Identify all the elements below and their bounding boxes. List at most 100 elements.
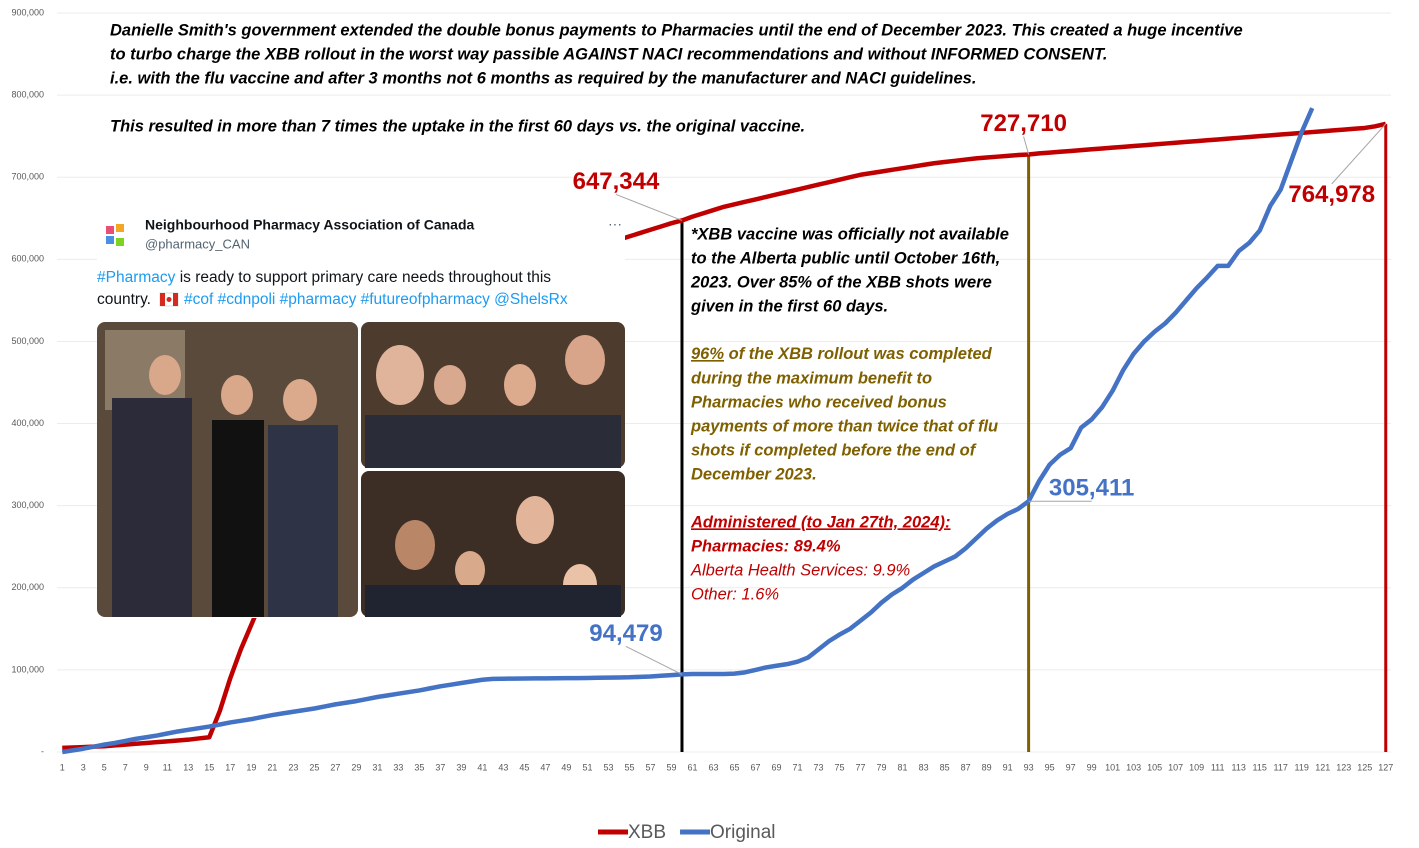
flag xyxy=(160,293,178,306)
callout-line: during the maximum benefit to xyxy=(691,369,932,387)
logo-part xyxy=(106,236,114,244)
x-tick-label: 95 xyxy=(1045,762,1055,772)
photo-detail xyxy=(283,379,317,421)
x-tick-label: 73 xyxy=(814,762,824,772)
x-tick-label: 67 xyxy=(751,762,761,772)
note-line: Danielle Smith's government extended the… xyxy=(110,21,1243,39)
note-line: i.e. with the flu vaccine and after 3 mo… xyxy=(110,69,976,87)
callout-line: 96% of the XBB rollout was completed xyxy=(691,345,993,363)
flag-band xyxy=(173,293,178,306)
x-tick-label: 51 xyxy=(582,762,592,772)
y-tick-label: 700,000 xyxy=(11,172,44,182)
y-tick-label: 400,000 xyxy=(11,418,44,428)
logo-part xyxy=(116,224,124,232)
callout-line: 2023. Over 85% of the XBB shots were xyxy=(690,273,992,291)
callout-line: Pharmacies who received bonus xyxy=(691,393,947,411)
x-tick-label: 61 xyxy=(687,762,697,772)
x-tick-label: 15 xyxy=(204,762,214,772)
x-tick-label: 107 xyxy=(1168,762,1183,772)
photo-detail xyxy=(516,496,554,544)
photo-detail xyxy=(434,365,466,405)
legend-label: Original xyxy=(710,822,775,843)
photo-detail xyxy=(365,585,621,617)
callout-line: Alberta Health Services: 9.9% xyxy=(690,561,910,579)
x-tick-label: 83 xyxy=(919,762,929,772)
note-line: This resulted in more than 7 times the u… xyxy=(110,117,805,135)
x-tick-label: 39 xyxy=(456,762,466,772)
callout-line: Pharmacies: 89.4% xyxy=(691,537,841,555)
x-tick-label: 123 xyxy=(1336,762,1351,772)
x-tick-label: 7 xyxy=(123,762,128,772)
x-tick-label: 57 xyxy=(645,762,655,772)
value-label: 94,479 xyxy=(589,620,662,647)
x-tick-label: 31 xyxy=(372,762,382,772)
chart: -100,000200,000300,000400,000500,000600,… xyxy=(0,0,1419,848)
photo-detail xyxy=(565,335,605,385)
photo-detail xyxy=(504,364,536,406)
x-tick-label: 91 xyxy=(1003,762,1013,772)
tweet-menu[interactable]: ··· xyxy=(608,216,622,232)
y-tick-label: 800,000 xyxy=(11,89,44,99)
x-tick-label: 79 xyxy=(877,762,887,772)
photo-detail xyxy=(149,355,181,395)
x-tick-label: 77 xyxy=(856,762,866,772)
x-tick-label: 121 xyxy=(1315,762,1330,772)
flag-band xyxy=(160,293,165,306)
x-tick-label: 33 xyxy=(393,762,403,772)
x-tick-label: 115 xyxy=(1253,762,1267,772)
x-tick-label: 29 xyxy=(351,762,361,772)
value-label: 305,411 xyxy=(1049,475,1134,502)
value-label: 727,710 xyxy=(980,110,1067,137)
photo-detail xyxy=(112,398,192,617)
x-tick-label: 13 xyxy=(183,762,193,772)
x-tick-label: 97 xyxy=(1066,762,1076,772)
flag-leaf xyxy=(167,297,172,302)
y-tick-label: 900,000 xyxy=(11,7,44,17)
x-tick-label: 27 xyxy=(330,762,340,772)
photo-detail xyxy=(365,415,621,468)
callout-line: Other: 1.6% xyxy=(691,585,779,603)
tweet-text-part: country. xyxy=(97,291,151,308)
callout-line: *XBB vaccine was officially not availabl… xyxy=(691,225,1009,243)
x-tick-label: 17 xyxy=(225,762,235,772)
photo-detail xyxy=(455,551,485,589)
x-tick-label: 111 xyxy=(1211,762,1225,772)
callout-part: of the XBB rollout was completed xyxy=(724,345,993,363)
y-tick-label: 200,000 xyxy=(11,582,44,592)
callout-heading: Administered (to Jan 27th, 2024): xyxy=(690,513,950,531)
x-tick-label: 119 xyxy=(1295,762,1309,772)
x-tick-label: 1 xyxy=(60,762,65,772)
photo-detail xyxy=(395,520,435,570)
x-tick-label: 105 xyxy=(1147,762,1162,772)
x-tick-label: 65 xyxy=(729,762,739,772)
photo-detail xyxy=(221,375,253,415)
hashtag[interactable]: #Pharmacy xyxy=(97,269,176,286)
x-tick-label: 87 xyxy=(961,762,971,772)
photo-detail xyxy=(268,425,338,617)
x-tick-label: 125 xyxy=(1357,762,1372,772)
hashtags[interactable]: #cof #cdnpoli #pharmacy #futureofpharmac… xyxy=(184,291,568,308)
x-tick-label: 23 xyxy=(288,762,298,772)
y-tick-label: - xyxy=(41,746,44,756)
x-tick-label: 71 xyxy=(793,762,803,772)
x-tick-label: 89 xyxy=(982,762,992,772)
tweet-handle: @pharmacy_CAN xyxy=(145,236,250,251)
tweet-text-part: is ready to support primary care needs t… xyxy=(175,269,551,286)
callout-emphasis: 96% xyxy=(691,345,724,363)
y-tick-label: 600,000 xyxy=(11,254,44,264)
callout-line: to the Alberta public until October 16th… xyxy=(691,249,1000,267)
x-tick-label: 35 xyxy=(414,762,424,772)
x-tick-label: 43 xyxy=(498,762,508,772)
x-tick-label: 49 xyxy=(561,762,571,772)
callout-line: shots if completed before the end of xyxy=(691,441,977,459)
x-tick-label: 21 xyxy=(267,762,277,772)
photo-detail xyxy=(212,420,264,617)
x-tick-label: 81 xyxy=(898,762,908,772)
x-tick-label: 11 xyxy=(163,762,172,772)
value-label: 764,978 xyxy=(1288,181,1375,208)
x-tick-label: 41 xyxy=(477,762,487,772)
x-tick-label: 93 xyxy=(1024,762,1034,772)
callout-line: given in the first 60 days. xyxy=(690,297,888,315)
x-tick-label: 47 xyxy=(540,762,550,772)
y-tick-label: 500,000 xyxy=(11,336,44,346)
